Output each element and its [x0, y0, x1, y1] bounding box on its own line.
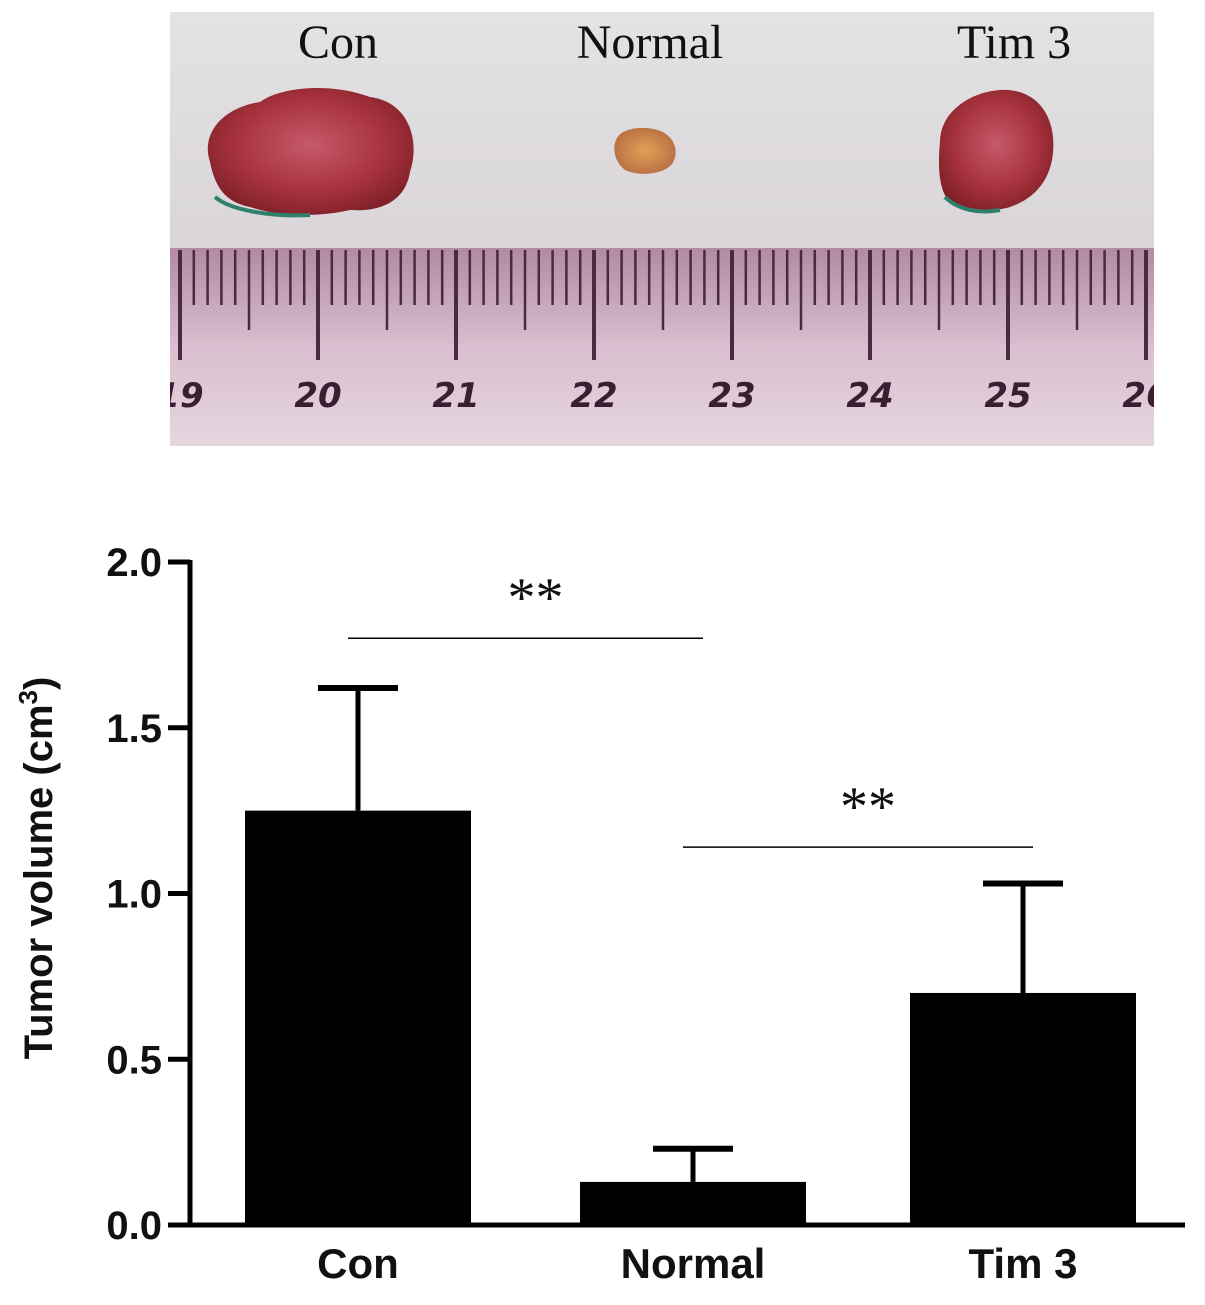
y-axis-label-sup: 3 [13, 690, 43, 704]
y-axis-label-close: ) [17, 677, 61, 690]
y-axis-label-main: Tumor volume (cm [17, 704, 61, 1059]
ruler-number-26: 26 [1122, 376, 1154, 416]
bar-con [245, 810, 471, 1225]
con-tumor [207, 87, 414, 215]
y-tick-label: 2.0 [106, 541, 162, 585]
photo-label-con: Con [298, 16, 378, 69]
ruler-number-21: 21 [432, 376, 479, 416]
y-tick-label: 1.0 [106, 873, 162, 917]
ruler-number-25: 25 [984, 376, 1031, 416]
ruler-number-19: 19 [170, 376, 204, 416]
significance-label-2: ** [840, 776, 896, 838]
x-axis: Con Normal Tim 3 [188, 1222, 1185, 1287]
ruler-ticks [178, 250, 1148, 360]
con-tumor-edge [213, 195, 311, 218]
bar-tim-3 [910, 992, 1136, 1225]
y-tick-label: 0.5 [106, 1038, 162, 1082]
x-tick-label-tim-3: Tim 3 [969, 1240, 1078, 1287]
ruler-number-23: 23 [708, 376, 755, 416]
y-axis: 0.0 0.5 1.0 1.5 2.0 [106, 541, 193, 1248]
significance-label-1: ** [508, 567, 564, 629]
ruler-number-20: 20 [294, 376, 341, 416]
ruler-number-22: 22 [570, 376, 617, 416]
photo-label-normal: Normal [577, 16, 724, 69]
x-tick-label-con: Con [317, 1240, 399, 1287]
tim3-tumor-edge [943, 195, 1001, 214]
bars [245, 684, 1136, 1225]
photo-label-tim3: Tim 3 [957, 16, 1071, 69]
normal-tumor [614, 127, 676, 174]
bar-chart: 0.0 0.5 1.0 1.5 2.0 Con Normal Tim 3 ** ** Tumo… [0, 470, 1205, 1300]
significance-brackets: ** ** [348, 567, 1033, 848]
tumor-photo: 19 20 21 22 23 24 25 26 Con Normal Tim 3 [156, 12, 1170, 446]
tumor-photo-svg: 19 20 21 22 23 24 25 26 Con Normal Tim 3 [156, 12, 1170, 446]
tim3-tumor [938, 89, 1054, 212]
bar-normal [580, 1181, 806, 1225]
y-axis-label: Tumor volume (cm3) [13, 677, 61, 1060]
bar-chart-svg: 0.0 0.5 1.0 1.5 2.0 Con Normal Tim 3 ** ** Tumo… [13, 541, 1185, 1287]
y-tick-label: 1.5 [106, 707, 162, 751]
ruler-number-24: 24 [846, 376, 893, 416]
y-tick-label: 0.0 [106, 1204, 162, 1248]
x-tick-label-normal: Normal [621, 1240, 766, 1287]
